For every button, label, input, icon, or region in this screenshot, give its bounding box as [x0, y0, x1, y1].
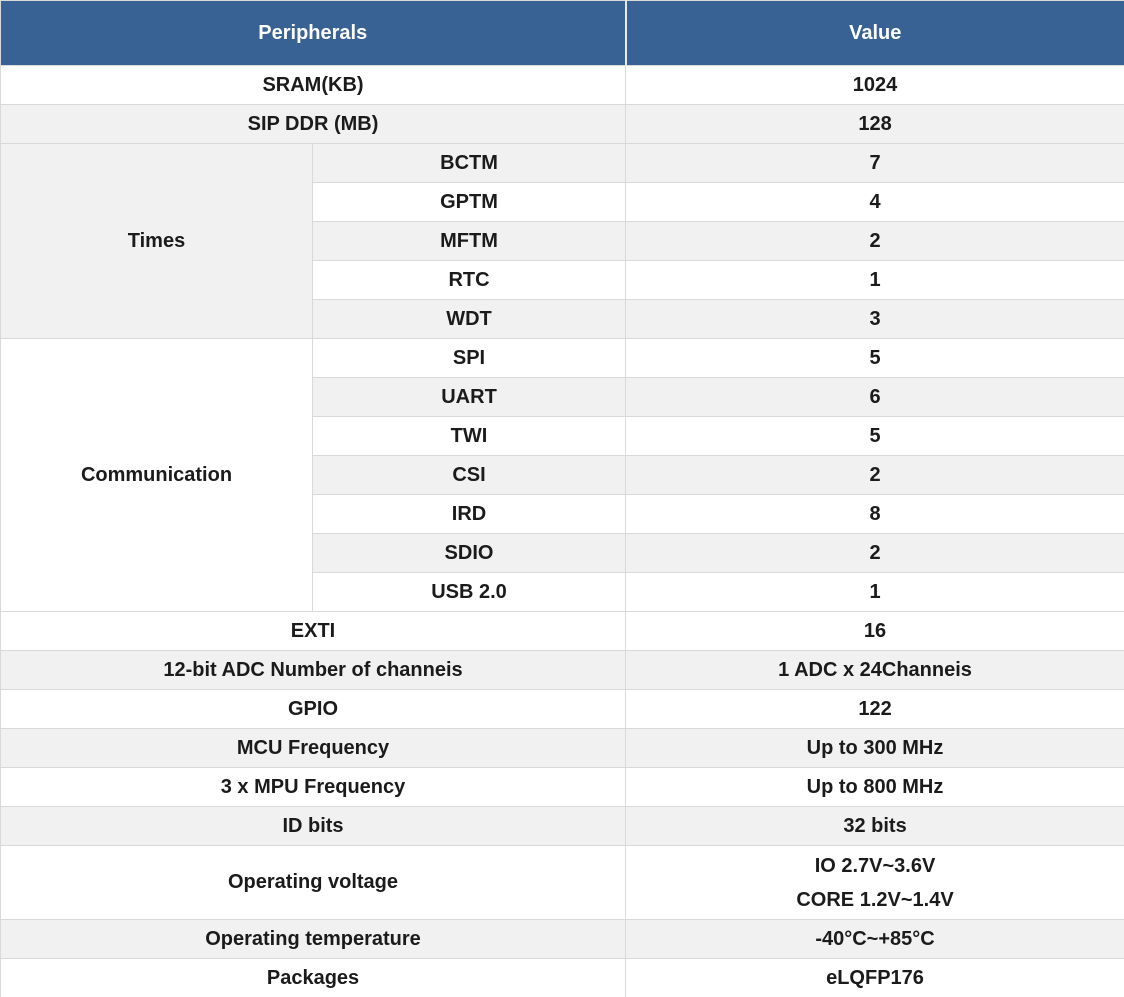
- row-adc: 12-bit ADC Number of channeis 1 ADC x 24…: [0, 650, 1124, 690]
- cell-operating-temperature-value: -40°C~+85°C: [625, 919, 1124, 959]
- row-ird: IRD 8: [1, 494, 1124, 534]
- row-id-bits: ID bits 32 bits: [0, 806, 1124, 846]
- cell-gpio-value: 122: [625, 689, 1124, 729]
- cell-csi-label: CSI: [311, 455, 627, 495]
- cell-rtc-value: 1: [625, 260, 1124, 300]
- row-wdt: WDT 3: [1, 299, 1124, 339]
- cell-adc-label: 12-bit ADC Number of channeis: [0, 650, 627, 690]
- row-csi: CSI 2: [1, 455, 1124, 495]
- cell-wdt-label: WDT: [311, 299, 627, 339]
- cell-sdio-value: 2: [625, 533, 1124, 573]
- cell-spi-label: SPI: [311, 338, 627, 378]
- column-header-peripherals: Peripherals: [0, 0, 627, 66]
- group-cell-times: Times: [0, 143, 313, 339]
- cell-bctm-label: BCTM: [311, 143, 627, 183]
- row-spi: Communication SPI 5: [0, 338, 1124, 612]
- row-sram: SRAM(KB) 1024: [0, 65, 1124, 105]
- cell-mftm-label: MFTM: [311, 221, 627, 261]
- cell-mcu-frequency-label: MCU Frequency: [0, 728, 627, 768]
- row-gpio: GPIO 122: [0, 689, 1124, 729]
- row-mcu-frequency: MCU Frequency Up to 300 MHz: [0, 728, 1124, 768]
- row-sdio: SDIO 2: [1, 533, 1124, 573]
- cell-packages-value: eLQFP176: [625, 958, 1124, 997]
- cell-operating-voltage-value: IO 2.7V~3.6V CORE 1.2V~1.4V: [625, 845, 1124, 920]
- cell-exti-value: 16: [625, 611, 1124, 651]
- cell-twi-label: TWI: [311, 416, 627, 456]
- row-operating-voltage: Operating voltage IO 2.7V~3.6V CORE 1.2V…: [0, 845, 1124, 920]
- cell-usb-value: 1: [625, 572, 1124, 612]
- row-sip-ddr: SIP DDR (MB) 128: [0, 104, 1124, 144]
- cell-gptm-label: GPTM: [311, 182, 627, 222]
- row-usb: USB 2.0 1: [1, 572, 1124, 612]
- cell-twi-value: 5: [625, 416, 1124, 456]
- cell-uart-label: UART: [311, 377, 627, 417]
- cell-ird-value: 8: [625, 494, 1124, 534]
- cell-sram-value: 1024: [625, 65, 1124, 105]
- cell-gptm-value: 4: [625, 182, 1124, 222]
- cell-usb-label: USB 2.0: [311, 572, 627, 612]
- row-mftm: MFTM 2: [1, 221, 1124, 261]
- cell-bctm-value: 7: [625, 143, 1124, 183]
- cell-mpu-frequency-value: Up to 800 MHz: [625, 767, 1124, 807]
- row-packages: Packages eLQFP176: [0, 958, 1124, 997]
- cell-gpio-label: GPIO: [0, 689, 627, 729]
- cell-operating-temperature-label: Operating temperature: [0, 919, 627, 959]
- cell-rtc-label: RTC: [311, 260, 627, 300]
- row-rtc: RTC 1: [1, 260, 1124, 300]
- cell-ird-label: IRD: [311, 494, 627, 534]
- cell-sram-label: SRAM(KB): [0, 65, 627, 105]
- row-exti: EXTI 16: [0, 611, 1124, 651]
- column-header-value: Value: [625, 0, 1124, 66]
- group-cell-communication: Communication: [0, 338, 313, 612]
- cell-exti-label: EXTI: [0, 611, 627, 651]
- cell-spi-value: 5: [625, 338, 1124, 378]
- cell-csi-value: 2: [625, 455, 1124, 495]
- cell-mcu-frequency-value: Up to 300 MHz: [625, 728, 1124, 768]
- cell-operating-voltage-label: Operating voltage: [0, 845, 627, 920]
- cell-mftm-value: 2: [625, 221, 1124, 261]
- cell-mpu-frequency-label: 3 x MPU Frequency: [0, 767, 627, 807]
- row-twi: TWI 5: [1, 416, 1124, 456]
- row-bctm: Times BCTM 7: [0, 143, 1124, 339]
- cell-adc-value: 1 ADC x 24Channeis: [625, 650, 1124, 690]
- header-row: Peripherals Value: [0, 0, 1124, 66]
- cell-sip-ddr-label: SIP DDR (MB): [0, 104, 627, 144]
- cell-packages-label: Packages: [0, 958, 627, 997]
- row-uart: UART 6: [1, 377, 1124, 417]
- cell-uart-value: 6: [625, 377, 1124, 417]
- row-operating-temperature: Operating temperature -40°C~+85°C: [0, 919, 1124, 959]
- cell-sdio-label: SDIO: [311, 533, 627, 573]
- cell-id-bits-value: 32 bits: [625, 806, 1124, 846]
- row-gptm: GPTM 4: [1, 182, 1124, 222]
- cell-sip-ddr-value: 128: [625, 104, 1124, 144]
- row-mpu-frequency: 3 x MPU Frequency Up to 800 MHz: [0, 767, 1124, 807]
- cell-wdt-value: 3: [625, 299, 1124, 339]
- cell-id-bits-label: ID bits: [0, 806, 627, 846]
